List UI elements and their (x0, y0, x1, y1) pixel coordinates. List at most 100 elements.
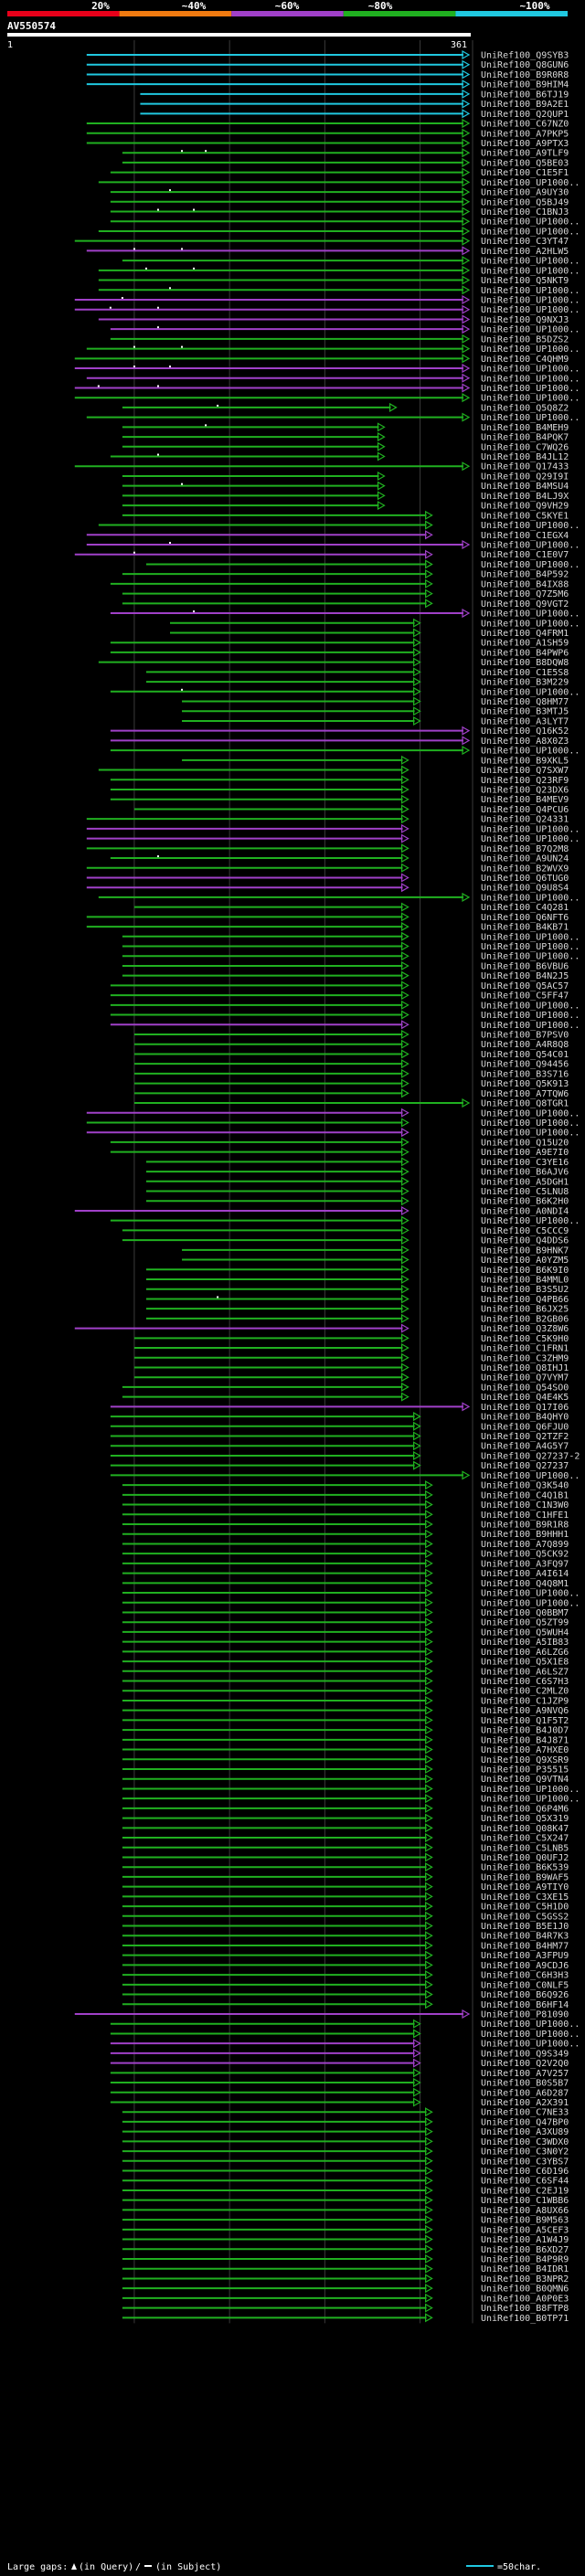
hit-id-label: UniRef100_B4J871 (481, 1735, 569, 1745)
hit-id-label: UniRef100_C5GSS2 (481, 1912, 569, 1922)
hit-arrow-head (412, 706, 421, 716)
hit-arrow-head (425, 1931, 433, 1941)
hit-row: UniRef100_Q23RF9 (110, 775, 569, 786)
hit-row: UniRef100_A3FQ97 (122, 1558, 569, 1569)
hit-id-label: UniRef100_UP1000.. (481, 1589, 580, 1599)
hit-id-label: UniRef100_UP1000.. (481, 2019, 580, 2030)
hit-arrow-head (425, 530, 433, 540)
hit-id-label: UniRef100_B8DQW8 (481, 658, 569, 668)
hit-id-label: UniRef100_A9E7I0 (481, 1148, 569, 1158)
hit-row: UniRef100_B9HNK7 (182, 1245, 569, 1256)
hit-id-label: UniRef100_C1N3W0 (481, 1500, 569, 1511)
hit-arrow-head (462, 49, 471, 60)
hit-row: UniRef100_C5K9H0 (133, 1333, 569, 1344)
gaps-query-text: (in Query) (79, 2562, 133, 2572)
hit-arrow-head (462, 157, 471, 167)
hit-id-label: UniRef100_B7Q2M8 (481, 844, 569, 854)
hit-row: UniRef100_UP1000.. (74, 383, 580, 394)
hit-id-label: UniRef100_B4N2J5 (481, 971, 569, 981)
hit-row: UniRef100_B5DZS2 (110, 334, 569, 345)
hit-arrow-head (400, 1373, 410, 1383)
hit-arrow-head (400, 1059, 410, 1069)
hit-arrow-head (462, 226, 471, 236)
hit-arrow-head (425, 2274, 433, 2284)
hit-arrow-head (400, 1176, 410, 1186)
hit-id-label: UniRef100_Q23RF9 (481, 776, 569, 786)
hit-id-label: UniRef100_UP1000.. (481, 345, 580, 355)
hit-id-label: UniRef100_Q5CK92 (481, 1550, 569, 1560)
hit-row: UniRef100_A9PTX3 (86, 138, 569, 149)
hit-id-label: UniRef100_A2X391 (481, 2098, 569, 2108)
hit-row: UniRef100_C3XE15 (122, 1892, 569, 1903)
hit-row: UniRef100_B6AJV6 (145, 1167, 569, 1178)
hit-arrow-head (425, 1911, 433, 1921)
hit-row: UniRef100_UP1000.. (110, 1020, 580, 1031)
hit-id-label: UniRef100_B9HHH1 (481, 1530, 569, 1540)
hit-arrow-head (400, 1294, 410, 1304)
gap-marker (169, 366, 172, 368)
hit-id-label: UniRef100_Q27237-2 (481, 1451, 580, 1461)
hit-arrow-head (462, 128, 471, 138)
hit-id-label: UniRef100_Q17433 (481, 462, 569, 472)
hit-arrow-head (462, 412, 471, 422)
hit-id-label: UniRef100_Q9NXJ3 (481, 315, 569, 325)
hit-row: UniRef100_UP1000.. (86, 373, 580, 384)
hit-arrow-head (425, 2205, 433, 2215)
hit-id-label: UniRef100_B0TP71 (481, 2314, 569, 2324)
hit-arrow-head (412, 2019, 421, 2029)
hit-id-label: UniRef100_Q9SYB3 (481, 51, 569, 61)
hit-row: UniRef100_Q17433 (74, 461, 569, 472)
hit-arrow-head (425, 1647, 433, 1657)
gap-marker (169, 287, 172, 290)
hit-row: UniRef100_A7V257 (110, 2068, 569, 2079)
hit-id-label: UniRef100_B2GB06 (481, 1314, 569, 1324)
hit-arrow-head (462, 334, 471, 344)
hit-row: UniRef100_B9R1R8 (122, 1519, 569, 1531)
hit-id-label: UniRef100_C1JZP9 (481, 1696, 569, 1706)
scale-label-4: ~80% (368, 0, 393, 12)
hit-row: UniRef100_B4N2J5 (122, 970, 569, 981)
hit-arrow-head (377, 451, 386, 461)
hit-arrow-head (412, 2048, 421, 2058)
hit-arrow-head (425, 1813, 433, 1823)
hit-row: UniRef100_A4G5Y7 (110, 1441, 569, 1452)
hit-arrow-head (462, 59, 471, 69)
hit-row: UniRef100_C5CCC9 (122, 1225, 569, 1236)
hit-arrow-head (462, 1098, 471, 1108)
hit-arrow-head (400, 1245, 410, 1255)
hit-arrow-head (425, 520, 433, 530)
hit-arrow-head (412, 2087, 421, 2097)
hit-id-label: UniRef100_Q27237 (481, 1461, 569, 1471)
hit-id-label: UniRef100_B9WAF5 (481, 1872, 569, 1882)
hit-row: UniRef100_Q9NXJ3 (98, 314, 569, 325)
hit-id-label: UniRef100_Q4DDS6 (481, 1236, 569, 1246)
hit-row: UniRef100_C1E0V7 (74, 549, 569, 560)
hit-arrow-head (400, 951, 410, 961)
hit-arrow-head (377, 422, 386, 432)
hit-arrow-head (462, 2009, 471, 2019)
hit-arrow-head (462, 236, 471, 246)
hit-row: UniRef100_B9R0R8 (86, 69, 569, 80)
hit-arrow-head (425, 1666, 433, 1676)
hit-row: UniRef100_C7WQ26 (122, 441, 569, 452)
hit-arrow-head (412, 1431, 421, 1441)
hit-arrow-head (400, 823, 410, 833)
hit-id-label: UniRef100_A1SH59 (481, 639, 569, 649)
hit-id-label: UniRef100_B4JL12 (481, 452, 569, 462)
hit-id-label: UniRef100_C3WDX0 (481, 2137, 569, 2147)
hit-arrow-head (462, 294, 471, 305)
hit-arrow-head (412, 716, 421, 726)
hit-arrow-head (425, 1823, 433, 1833)
hit-id-label: UniRef100_A5IB83 (481, 1638, 569, 1648)
gap-marker (181, 345, 184, 348)
hit-arrow-head (425, 1999, 433, 2009)
hit-arrow-head (425, 1489, 433, 1500)
hit-id-label: UniRef100_UP1000.. (481, 1785, 580, 1795)
gap-marker (169, 189, 172, 192)
hit-arrow-head (462, 69, 471, 80)
hit-row: UniRef100_C4QHM9 (74, 354, 569, 365)
hit-arrow-head (425, 1519, 433, 1530)
hit-arrow-head (400, 1049, 410, 1059)
hit-arrow-head (425, 1637, 433, 1647)
hit-row: UniRef100_UP1000.. (110, 1000, 580, 1011)
